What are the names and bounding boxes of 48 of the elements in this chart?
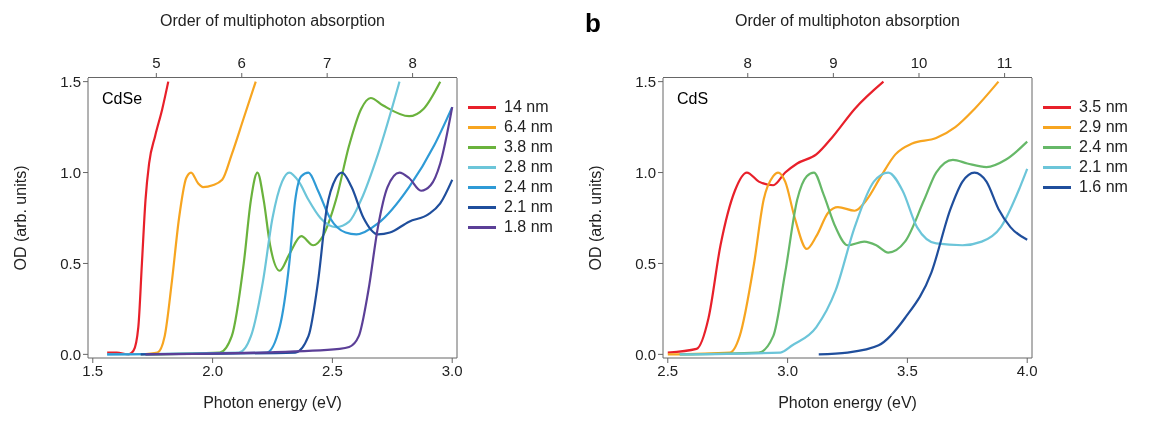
x2-tick-label: 9 xyxy=(829,54,838,71)
line-series xyxy=(817,171,1029,356)
legend-label: 2.1 nm xyxy=(504,198,553,216)
legend-label: 3.8 nm xyxy=(504,138,553,156)
legend-label: 2.4 nm xyxy=(1079,138,1128,156)
y-tick-label: 0.5 xyxy=(635,254,656,272)
x-tick-label: 1.5 xyxy=(82,361,104,379)
line-series xyxy=(666,80,885,354)
x2-tick-label: 11 xyxy=(996,54,1013,71)
x-tick-label: 4.0 xyxy=(1016,361,1038,379)
x2-tick-label: 6 xyxy=(237,54,246,71)
y-tick-label: 1.5 xyxy=(60,72,81,90)
x2-tick-label: 10 xyxy=(910,54,928,71)
y-tick-label: 0.5 xyxy=(60,254,81,272)
x2-tick-label: 8 xyxy=(408,54,417,71)
x2-axis-title: Order of multiphoton absorption xyxy=(734,12,961,29)
x2-tick-label: 5 xyxy=(152,54,161,71)
legend-label: 1.6 nm xyxy=(1079,178,1128,196)
x-tick-label: 2.5 xyxy=(657,361,679,379)
y-axis-title: OD (arb. units) xyxy=(11,165,29,271)
x-tick-label: 2.0 xyxy=(202,361,224,379)
legend-label: 2.1 nm xyxy=(1079,158,1128,176)
x-tick-label: 3.0 xyxy=(441,361,463,379)
line-series xyxy=(666,80,1000,356)
x2-axis-title: Order of multiphoton absorption xyxy=(159,12,386,29)
y-axis-title: OD (arb. units) xyxy=(586,165,604,271)
x-axis-title: Photon energy (eV) xyxy=(778,394,917,411)
y-tick-label: 1.0 xyxy=(60,163,81,181)
y-tick-label: 0.0 xyxy=(60,345,81,363)
legend-label: 14 nm xyxy=(504,98,549,116)
x-tick-label: 3.0 xyxy=(777,361,799,379)
legend-label: 2.9 nm xyxy=(1079,118,1128,136)
y-tick-label: 1.5 xyxy=(635,72,656,90)
x-tick-label: 2.5 xyxy=(321,361,343,379)
x-axis-title: Photon energy (eV) xyxy=(203,394,342,411)
annotation: CdSe xyxy=(102,90,143,108)
legend-label: 2.4 nm xyxy=(504,178,553,196)
y-tick-label: 1.0 xyxy=(635,163,656,181)
legend-label: 3.5 nm xyxy=(1079,98,1128,116)
x2-tick-label: 7 xyxy=(322,54,332,71)
legend-label: 6.4 nm xyxy=(504,118,553,136)
chart-title: b xyxy=(585,8,601,39)
y-tick-label: 0.0 xyxy=(635,345,656,363)
annotation: CdS xyxy=(677,90,709,108)
x-tick-label: 3.5 xyxy=(896,361,918,379)
legend-label: 1.8 nm xyxy=(504,218,553,236)
x2-tick-label: 8 xyxy=(743,54,752,71)
legend-label: 2.8 nm xyxy=(504,158,553,176)
